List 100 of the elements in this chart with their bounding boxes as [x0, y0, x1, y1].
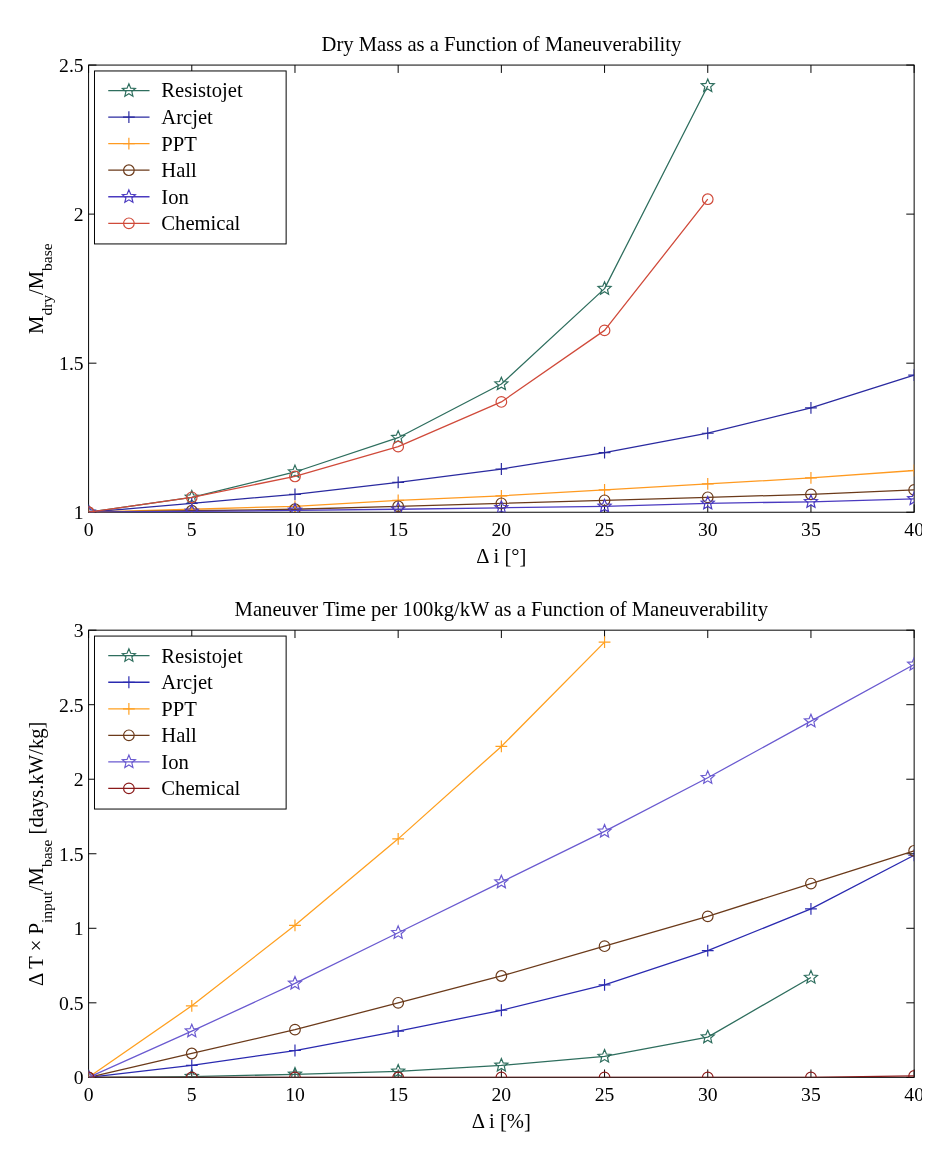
point	[597, 281, 612, 295]
legend-label: PPT	[161, 132, 198, 155]
x-tick-label: 30	[697, 517, 718, 540]
point	[701, 910, 714, 923]
point	[700, 1029, 715, 1044]
point	[288, 918, 302, 932]
y-tick-label: 2.5	[59, 693, 84, 716]
y-tick-label: 1.5	[59, 842, 84, 865]
x-tick-label: 15	[388, 1082, 409, 1105]
point	[185, 999, 199, 1013]
x-tick-label: 20	[491, 1082, 512, 1105]
chart-title: Maneuver Time per 100kg/kW as a Function of Maneuverability	[234, 598, 769, 622]
point	[289, 470, 301, 483]
y-tick-label: 0.5	[59, 991, 84, 1014]
y-tick-label: 2	[73, 768, 84, 791]
point	[185, 1058, 199, 1072]
legend-label: Chemical	[161, 777, 241, 800]
point	[700, 770, 715, 784]
x-axis-title: Δ i [°]	[476, 545, 527, 568]
point	[185, 1047, 198, 1060]
legend-label: Hall	[161, 724, 198, 747]
x-tick-label: 25	[594, 517, 615, 540]
y-tick-label: 1.5	[59, 352, 84, 375]
point	[598, 978, 612, 992]
y-tick-label: 2	[73, 203, 84, 225]
point	[494, 739, 508, 753]
point	[391, 832, 405, 846]
point	[700, 78, 715, 93]
x-tick-label: 5	[186, 517, 197, 540]
legend-label: Ion	[161, 750, 189, 773]
point	[392, 996, 405, 1009]
point	[805, 488, 817, 501]
point	[597, 823, 612, 838]
point	[598, 494, 611, 507]
point	[391, 1063, 406, 1078]
point	[494, 874, 509, 889]
x-axis-title: Δ i [%]	[471, 1110, 531, 1133]
point	[494, 489, 508, 503]
point	[391, 925, 406, 939]
point	[287, 464, 303, 479]
point	[391, 1024, 405, 1038]
point	[494, 462, 508, 476]
point	[804, 902, 818, 916]
point	[288, 1044, 302, 1057]
x-tick-label: 5	[186, 1082, 197, 1105]
point	[803, 713, 819, 728]
point	[494, 376, 509, 391]
point	[804, 401, 818, 415]
point	[597, 498, 612, 513]
point	[598, 446, 612, 460]
point	[597, 1049, 612, 1063]
point	[701, 491, 714, 504]
y-tick-label: 1	[73, 501, 84, 524]
legend-label: Chemical	[161, 212, 241, 235]
legend-label: Ion	[161, 185, 189, 208]
point	[804, 471, 818, 485]
legend-label: Arcjet	[161, 671, 214, 695]
point	[287, 1066, 303, 1078]
point	[701, 426, 715, 440]
x-tick-label: 35	[801, 1082, 821, 1105]
legend-label: PPT	[161, 697, 198, 720]
legend-label: Hall	[161, 159, 198, 182]
legend-label: Resistojet	[161, 644, 243, 668]
point	[598, 940, 611, 953]
point	[598, 324, 611, 337]
chart-title: Dry Mass as a Function of Maneuverability	[321, 33, 682, 57]
x-tick-label: 15	[388, 517, 409, 540]
point	[289, 1023, 301, 1036]
point	[184, 1023, 199, 1038]
point	[700, 495, 715, 510]
point	[288, 487, 302, 501]
legend-label: Arcjet	[161, 106, 214, 130]
point	[495, 396, 508, 408]
point	[701, 477, 715, 491]
point	[391, 430, 406, 444]
x-tick-label: 10	[285, 1082, 305, 1105]
y-tick-label: 3	[73, 619, 84, 642]
y-tick-label: 2.5	[59, 53, 84, 76]
point	[805, 877, 817, 890]
point	[494, 1057, 509, 1072]
point	[495, 970, 508, 982]
x-tick-label: 35	[801, 517, 821, 540]
point	[701, 193, 714, 206]
point	[391, 493, 405, 507]
x-tick-label: 30	[697, 1082, 718, 1105]
point	[701, 944, 715, 958]
x-tick-label: 20	[491, 517, 512, 540]
x-tick-label: 25	[594, 1082, 615, 1105]
point	[598, 635, 612, 649]
point	[287, 975, 303, 990]
point	[391, 475, 405, 489]
legend-label: Resistojet	[161, 79, 243, 103]
x-tick-label: 10	[285, 517, 305, 540]
y-tick-label: 0	[73, 1066, 84, 1089]
point	[598, 483, 612, 497]
y-tick-label: 1	[73, 917, 84, 940]
point	[392, 440, 405, 453]
point	[494, 1003, 508, 1017]
point	[803, 494, 819, 508]
point	[803, 970, 819, 984]
